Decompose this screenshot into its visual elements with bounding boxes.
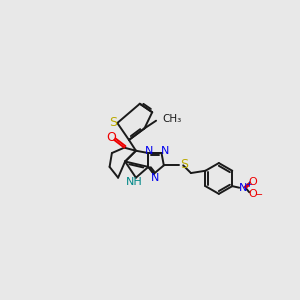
Text: O: O bbox=[106, 131, 116, 144]
Text: N: N bbox=[145, 146, 153, 156]
Text: NH: NH bbox=[126, 176, 143, 187]
Text: N: N bbox=[151, 173, 160, 183]
Text: O: O bbox=[249, 189, 258, 199]
Text: O: O bbox=[249, 176, 258, 187]
Text: +: + bbox=[245, 180, 252, 189]
Text: S: S bbox=[110, 116, 118, 129]
Text: S: S bbox=[180, 158, 188, 171]
Text: N: N bbox=[160, 146, 169, 156]
Text: −: − bbox=[255, 190, 263, 200]
Text: CH₃: CH₃ bbox=[162, 114, 182, 124]
Text: N: N bbox=[239, 183, 247, 193]
